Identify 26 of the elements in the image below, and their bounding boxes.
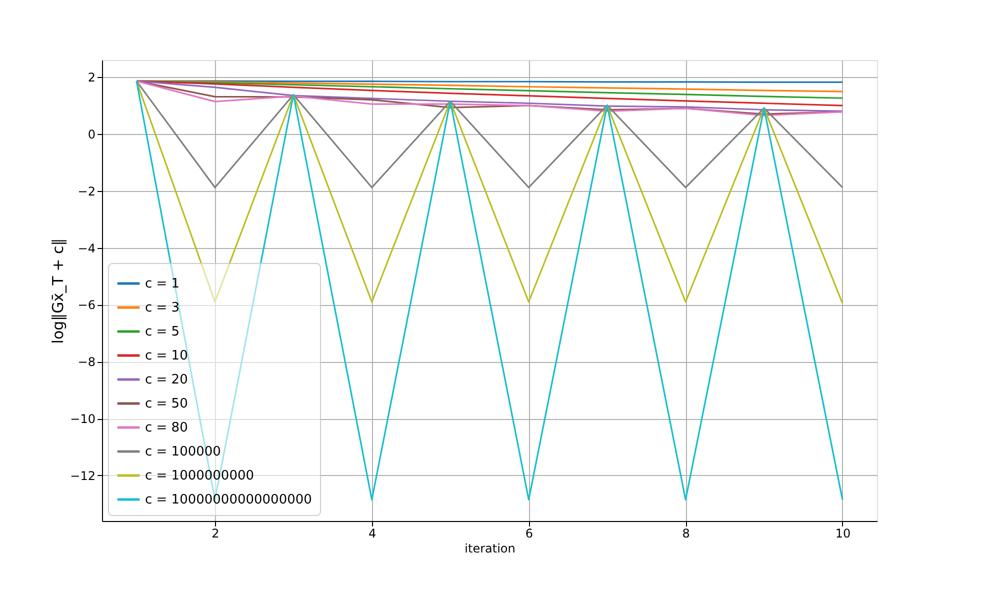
y-axis-title: log‖Gx̄_T + c‖ [49,238,68,344]
x-tick-label: 10 [835,526,851,540]
legend-label: c = 20 [145,372,188,388]
x-tick-label: 8 [682,526,690,540]
x-tick-label: 2 [212,526,220,540]
y-tick-label: −8 [78,355,96,370]
x-tick-label: 4 [368,526,376,540]
y-tick-label: −10 [70,412,96,426]
y-tick-label: 0 [88,127,96,142]
x-axis-title: iteration [464,542,516,556]
legend-label: c = 50 [145,396,188,412]
y-tick-label: −4 [78,241,96,256]
x-tick-label: 6 [525,526,534,540]
y-tick-label: −2 [78,184,96,198]
legend-label: c = 3 [145,300,180,316]
legend-label: c = 1 [145,276,180,292]
legend-label: c = 5 [145,324,180,340]
y-tick-label: 2 [88,70,96,85]
y-tick-label: −12 [70,468,96,483]
y-tick-label: −6 [78,298,96,312]
legend-label: c = 10 [145,348,188,364]
legend-label: c = 100000 [145,444,221,460]
line-series [136,80,844,188]
legend-label: c = 80 [145,420,188,436]
legend-label: c = 10000000000000000 [145,492,312,508]
legend-label: c = 1000000000 [145,468,254,484]
